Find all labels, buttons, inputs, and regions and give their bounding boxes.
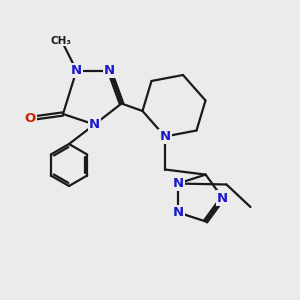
Text: CH₃: CH₃ [51, 35, 72, 46]
Text: O: O [24, 112, 36, 125]
Text: N: N [172, 206, 184, 219]
Text: N: N [217, 191, 228, 205]
Text: N: N [172, 177, 184, 190]
Text: N: N [159, 130, 171, 143]
Text: N: N [104, 64, 115, 77]
Text: N: N [89, 118, 100, 131]
Text: N: N [71, 64, 82, 77]
